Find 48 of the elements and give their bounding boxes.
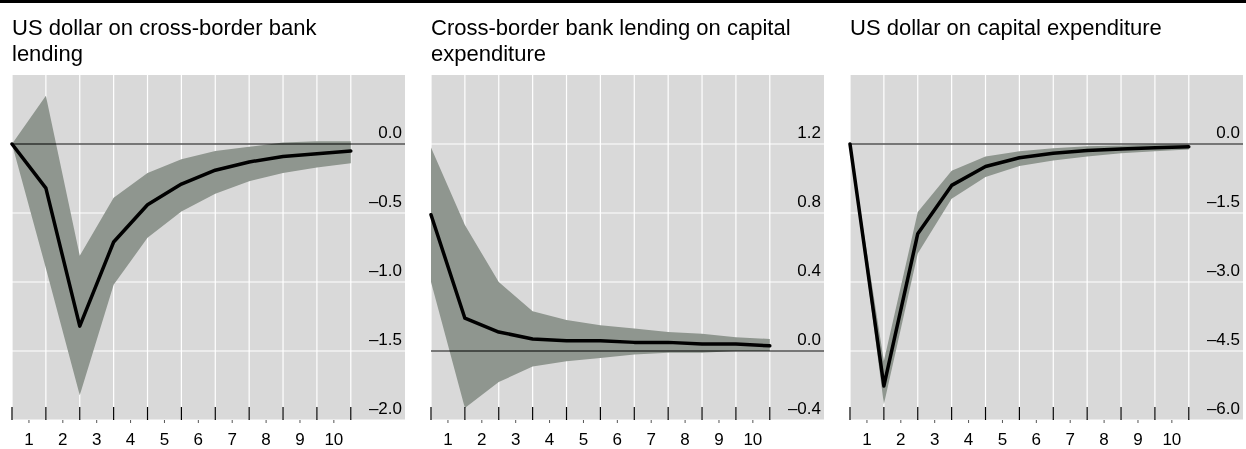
- x-tick-label: 10: [324, 430, 344, 449]
- y-tick-label: –6.0: [1206, 399, 1240, 418]
- x-tick-label: 9: [1133, 430, 1143, 449]
- y-tick-label: –2.0: [368, 399, 402, 418]
- x-tick-label: 3: [929, 430, 940, 449]
- x-tick-label: 10: [1162, 430, 1182, 449]
- x-tick-label: 6: [193, 430, 204, 449]
- x-tick-label: 7: [227, 430, 237, 449]
- x-tick-label: 5: [997, 430, 1008, 449]
- x-tick-label: 7: [1065, 430, 1075, 449]
- y-tick-label: 0.8: [797, 192, 821, 211]
- x-tick-label: 2: [477, 430, 487, 449]
- chart-title: US dollar on cross-border bank lending: [12, 15, 318, 67]
- x-tick-label: 1: [443, 430, 453, 449]
- y-tick-label: 1.2: [797, 123, 821, 142]
- x-tick-label: 6: [612, 430, 623, 449]
- x-tick-label: 8: [680, 430, 690, 449]
- y-tick-label: 0.4: [797, 261, 821, 280]
- y-tick-label: –0.5: [368, 192, 402, 211]
- x-tick-label: 7: [646, 430, 656, 449]
- x-tick-label: 2: [896, 430, 906, 449]
- x-tick-label: 8: [261, 430, 271, 449]
- x-tick-label: 4: [963, 430, 974, 449]
- y-tick-label: –1.0: [368, 261, 402, 280]
- x-tick-label: 8: [1099, 430, 1109, 449]
- y-tick-label: –1.5: [368, 330, 402, 349]
- y-tick-label: –0.4: [787, 399, 821, 418]
- x-tick-label: 2: [58, 430, 68, 449]
- x-tick-label: 4: [125, 430, 136, 449]
- x-tick-label: 3: [91, 430, 102, 449]
- x-tick-label: 1: [24, 430, 34, 449]
- y-tick-label: –4.5: [1206, 330, 1240, 349]
- x-tick-label: 3: [510, 430, 521, 449]
- x-tick-label: 5: [578, 430, 589, 449]
- x-tick-label: 10: [743, 430, 763, 449]
- y-tick-label: 0.0: [378, 123, 402, 142]
- x-tick-label: 5: [159, 430, 170, 449]
- x-tick-label: 9: [295, 430, 305, 449]
- y-tick-label: 0.0: [797, 330, 821, 349]
- x-tick-label: 4: [544, 430, 555, 449]
- y-tick-label: –1.5: [1206, 192, 1240, 211]
- chart-title: Cross-border bank lending on capital expenditure: [431, 15, 791, 67]
- y-tick-label: –3.0: [1206, 261, 1240, 280]
- x-tick-label: 9: [714, 430, 724, 449]
- x-tick-label: 1: [862, 430, 872, 449]
- chart-title: US dollar on capital expenditure: [850, 15, 1162, 40]
- x-tick-label: 6: [1031, 430, 1042, 449]
- y-tick-label: 0.0: [1216, 123, 1240, 142]
